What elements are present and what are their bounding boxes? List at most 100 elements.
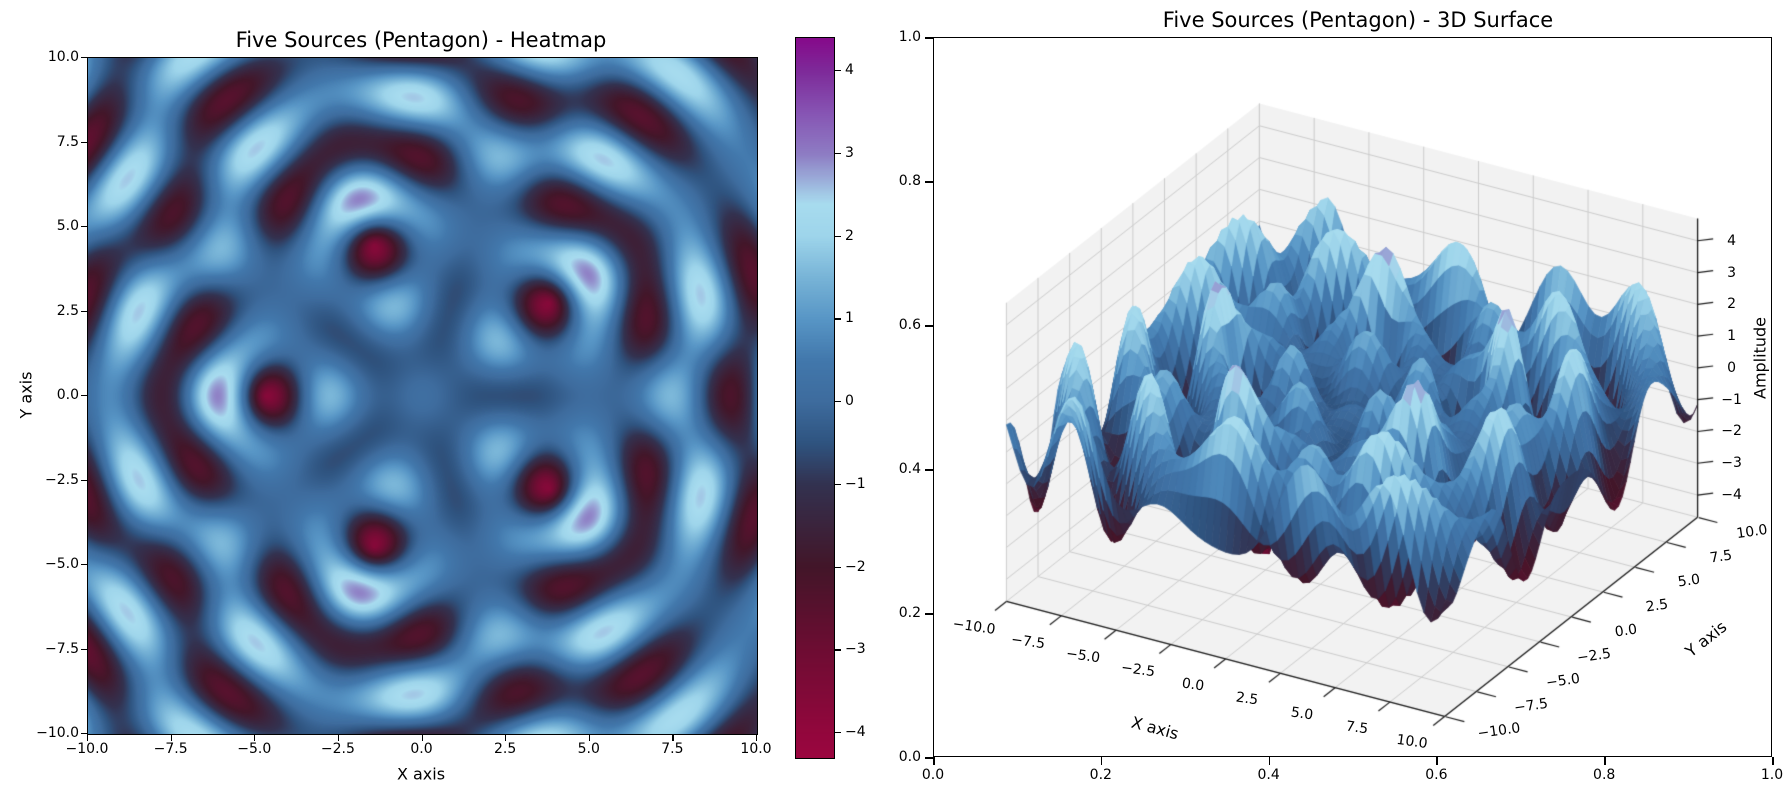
outer-y-tick-label: 1.0 [898, 29, 921, 45]
outer-frame [933, 37, 1772, 757]
outer-x-tick-label: 0.4 [1257, 767, 1280, 783]
surface-x-tick-label: 7.5 [1344, 718, 1370, 738]
heatmap-y-tick-label: 2.5 [56, 302, 79, 319]
surface-y-tick-label: 2.5 [1645, 596, 1670, 616]
outer-x-tick-mark [1772, 757, 1774, 765]
outer-y-tick-label: 0.2 [898, 605, 921, 621]
surface-x-tick-label: 5.0 [1290, 704, 1315, 724]
heatmap-x-tick-label: −5.0 [237, 741, 272, 757]
surface-z-tick-label: −1 [1721, 391, 1742, 408]
heatmap-x-tick-label: 5.0 [577, 741, 600, 757]
surface-z-tick-label: 4 [1727, 232, 1737, 249]
heatmap-x-tick-label: 7.5 [661, 741, 684, 757]
heatmap-x-tick-mark [588, 735, 590, 741]
colorbar-tick-mark [835, 732, 841, 734]
outer-x-tick-mark [1100, 757, 1103, 765]
heatmap-y-axis-label: Y axis [16, 371, 36, 419]
heatmap-y-tick-mark [81, 648, 87, 650]
heatmap-x-tick-label: 0.0 [410, 741, 433, 757]
heatmap-y-tick-mark [81, 57, 87, 59]
outer-y-tick-label: 0.8 [898, 173, 921, 189]
outer-x-tick-mark [1604, 757, 1606, 765]
heatmap-x-tick-mark [87, 735, 89, 741]
outer-x-tick-label: 0.2 [1089, 767, 1112, 783]
surface-canvas [900, 28, 1790, 783]
colorbar-tick-label: −2 [845, 558, 866, 575]
surface-z-tick-label: −3 [1721, 455, 1742, 472]
colorbar-tick-mark [835, 649, 841, 651]
heatmap-canvas [87, 57, 758, 735]
heatmap-y-tick-mark [81, 395, 87, 397]
heatmap-y-tick-label: −7.5 [45, 640, 79, 657]
outer-x-tick-label: 0.8 [1593, 767, 1616, 783]
outer-x-tick-mark [1268, 757, 1271, 765]
heatmap-x-axis-label: X axis [396, 764, 446, 784]
heatmap-x-tick-label: −7.5 [153, 741, 188, 757]
colorbar-tick-label: −3 [845, 641, 866, 658]
surface-z-tick-label: −2 [1721, 423, 1742, 440]
colorbar-tick-mark [835, 318, 841, 320]
surface-y-tick-label: 0.0 [1613, 621, 1638, 641]
outer-y-tick-label: 0.0 [898, 749, 921, 765]
outer-y-tick-mark [925, 325, 933, 327]
outer-y-tick-mark [925, 37, 933, 39]
heatmap-x-tick-label: −2.5 [320, 741, 355, 757]
outer-y-tick-mark [925, 613, 933, 615]
surface-x-tick-label: 0.0 [1180, 675, 1205, 695]
surface-y-tick-label: 7.5 [1708, 547, 1733, 567]
surface-z-tick-label: 2 [1727, 296, 1737, 313]
heatmap-y-tick-label: 10.0 [47, 49, 79, 65]
outer-y-tick-mark [925, 181, 933, 183]
outer-y-tick-label: 0.6 [898, 317, 921, 333]
colorbar-tick-label: −1 [845, 475, 866, 492]
heatmap-y-tick-mark [81, 479, 87, 481]
heatmap-x-tick-mark [421, 735, 423, 741]
colorbar-tick-mark [835, 152, 841, 155]
colorbar-tick-mark [835, 401, 841, 403]
heatmap-y-tick-mark [81, 564, 87, 566]
colorbar-tick-label: −4 [845, 724, 866, 741]
outer-y-tick-mark [925, 757, 933, 759]
heatmap-title: Five Sources (Pentagon) - Heatmap [235, 28, 607, 52]
outer-x-tick-label: 0.0 [921, 767, 945, 783]
outer-y-tick-label: 0.4 [898, 461, 921, 477]
outer-x-tick-label: 1.0 [1760, 767, 1784, 783]
heatmap-x-tick-mark [254, 735, 256, 741]
heatmap-y-tick-label: −2.5 [45, 471, 79, 488]
colorbar-tick-mark [835, 483, 841, 486]
surface-x-tick-label: −7.5 [1010, 631, 1047, 653]
heatmap-x-tick-mark [672, 735, 674, 741]
heatmap-y-tick-mark [81, 733, 87, 735]
heatmap-y-tick-label: 0.0 [56, 387, 79, 403]
heatmap-x-tick-label: 2.5 [493, 741, 517, 757]
surface-y-tick-label: 10.0 [1735, 521, 1769, 542]
heatmap-x-tick-label: 10.0 [740, 741, 772, 757]
outer-y-tick-mark [925, 469, 933, 471]
colorbar-tick-mark [835, 235, 841, 237]
outer-x-tick-mark [1436, 757, 1438, 765]
heatmap-x-tick-label: −10.0 [65, 741, 109, 757]
surface-z-tick-label: 0 [1727, 359, 1737, 376]
colorbar-tick-mark [835, 70, 841, 72]
heatmap-x-tick-mark [337, 735, 340, 741]
heatmap-y-tick-mark [81, 141, 87, 143]
heatmap-y-tick-mark [81, 226, 87, 228]
heatmap-y-tick-mark [81, 310, 87, 312]
colorbar-canvas [795, 37, 835, 759]
surface-z-tick-label: −4 [1721, 487, 1742, 504]
heatmap-y-tick-label: 7.5 [56, 133, 79, 150]
surface-z-tick-label: 1 [1727, 328, 1737, 345]
colorbar-tick-label: 3 [845, 144, 854, 161]
colorbar-tick-label: 4 [845, 62, 854, 79]
heatmap-x-tick-mark [756, 735, 758, 741]
surface-z-tick-label: 3 [1727, 264, 1737, 281]
heatmap-x-tick-mark [505, 735, 507, 741]
colorbar-tick-label: 2 [845, 227, 854, 244]
colorbar-tick-label: 1 [845, 310, 854, 327]
heatmap-y-tick-label: −5.0 [45, 556, 79, 572]
surface-x-tick-label: 2.5 [1235, 689, 1260, 709]
surface-z-axis-label: Amplitude [1750, 317, 1770, 400]
heatmap-y-tick-label: −10.0 [36, 725, 79, 741]
outer-x-tick-mark [933, 757, 935, 765]
